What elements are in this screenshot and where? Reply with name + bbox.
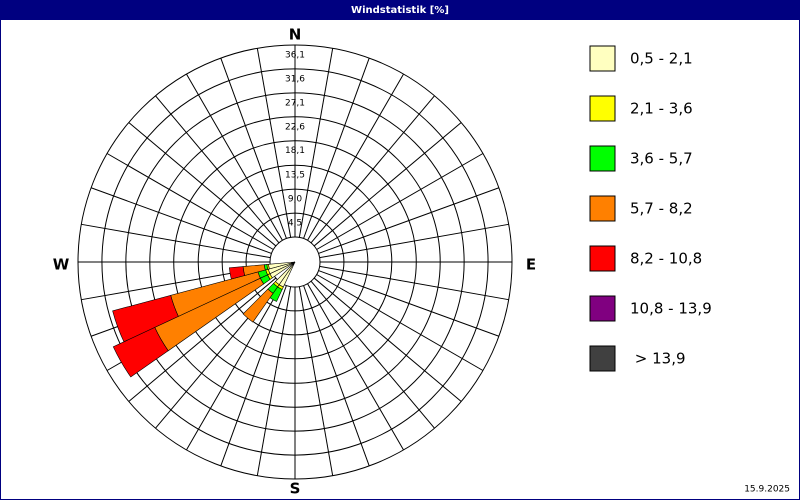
spoke	[128, 122, 277, 247]
spoke	[303, 57, 370, 239]
spoke	[220, 57, 287, 239]
title-bar	[0, 0, 800, 20]
spoke	[307, 73, 404, 241]
legend-label: 8,2 - 10,8	[630, 250, 702, 268]
wind-segment	[242, 288, 274, 323]
legend-swatch	[589, 295, 616, 322]
r-tick-label: 4,5	[288, 219, 302, 229]
legend-label: 3,6 - 5,7	[630, 150, 693, 168]
r-tick-label: 27,1	[285, 98, 305, 108]
r-tick-label: 36,1	[285, 51, 305, 61]
r-tick-label: 22,6	[285, 122, 305, 132]
compass-label: E	[526, 256, 536, 274]
legend-swatch	[589, 345, 616, 372]
legend-label: > 13,9	[630, 350, 686, 368]
wind-segment	[228, 266, 246, 280]
spoke	[318, 270, 500, 337]
spoke	[298, 286, 334, 476]
spoke	[128, 277, 277, 402]
compass-label: N	[289, 26, 302, 44]
legend-swatch	[589, 45, 616, 72]
spoke	[155, 95, 280, 244]
spoke	[256, 48, 292, 238]
r-tick-label: 13,5	[285, 171, 305, 181]
spoke	[303, 285, 370, 467]
legend-label: 0,5 - 2,1	[630, 50, 693, 68]
spoke	[90, 187, 272, 254]
spoke	[313, 122, 462, 247]
spoke	[316, 274, 484, 371]
wind-segment	[112, 327, 169, 378]
legend-swatch	[589, 195, 616, 222]
spoke	[186, 73, 283, 241]
spoke	[316, 153, 484, 250]
legend-label: 2,1 - 3,6	[630, 100, 693, 118]
spoke	[81, 223, 271, 259]
r-tick-label: 18,1	[285, 146, 305, 156]
date: 15.9.2025	[744, 485, 790, 495]
spoke	[310, 280, 435, 429]
spoke	[186, 283, 283, 451]
spoke	[220, 285, 287, 467]
rose	[77, 44, 513, 480]
legend-label: 10,8 - 13,9	[630, 300, 712, 318]
spoke	[256, 286, 292, 476]
chart-title: Windstatistik [%]	[351, 5, 449, 16]
compass-label: W	[53, 256, 70, 274]
spoke	[319, 223, 509, 259]
spoke	[307, 283, 404, 451]
legend-label: 5,7 - 8,2	[630, 200, 693, 218]
spoke	[310, 95, 435, 244]
spoke	[318, 187, 500, 254]
spoke	[106, 153, 274, 250]
legend-swatch	[589, 145, 616, 172]
wind-segment	[112, 294, 179, 343]
legend-swatch	[589, 245, 616, 272]
spoke	[298, 48, 334, 238]
r-tick-label: 9,0	[288, 195, 303, 205]
spoke	[313, 277, 462, 402]
compass-label: S	[290, 480, 301, 498]
r-tick-label: 31,6	[285, 74, 305, 84]
legend-swatch	[589, 95, 616, 122]
spoke	[319, 265, 509, 301]
